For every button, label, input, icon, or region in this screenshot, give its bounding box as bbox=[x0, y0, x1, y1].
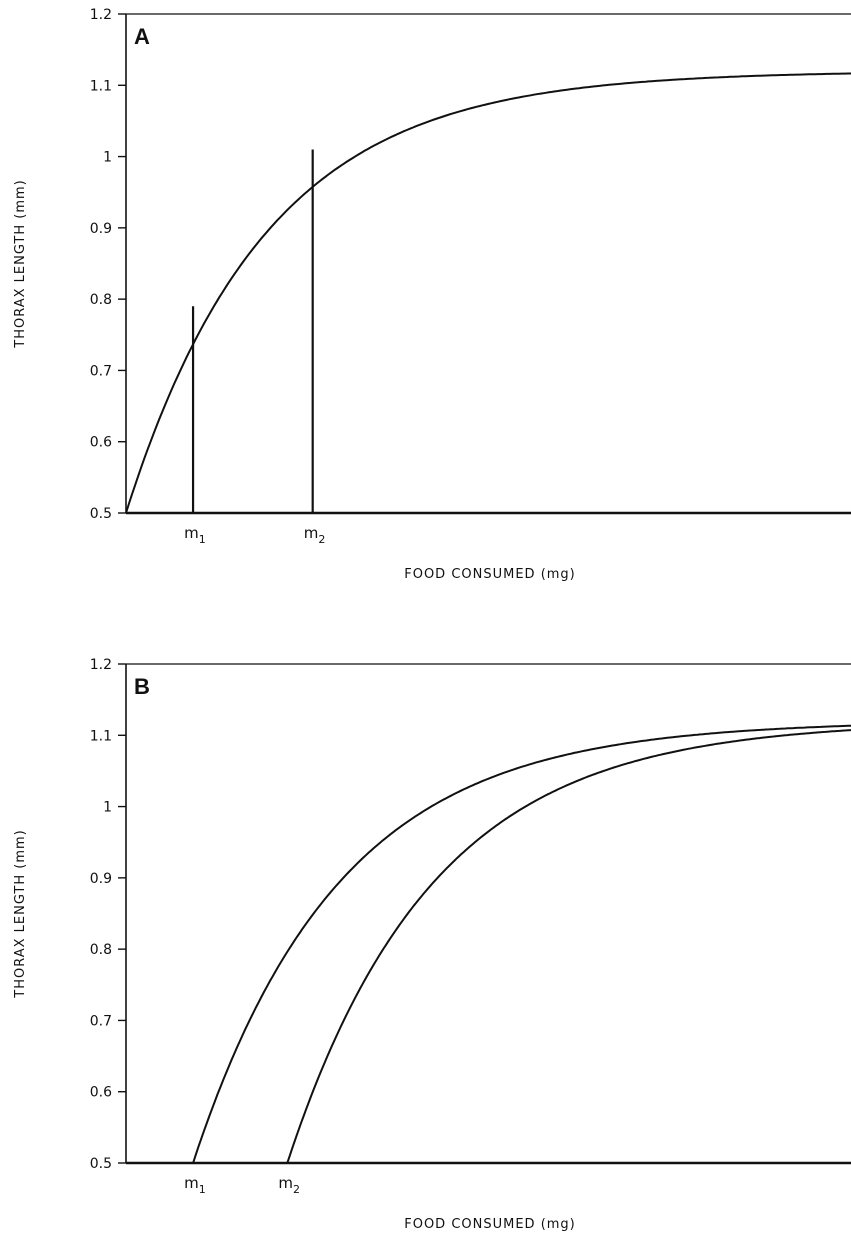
growth-curve-1 bbox=[192, 724, 851, 1164]
y-tick-label: 1.1 bbox=[90, 728, 112, 744]
y-tick-label: 1 bbox=[103, 800, 112, 816]
growth-curve-2 bbox=[286, 729, 851, 1164]
y-tick-label: 0.8 bbox=[90, 292, 112, 308]
panel-label: A bbox=[134, 24, 150, 49]
chart-panel-a: 0.5 0.6 0.7 0.8 0.9 1 1.1 1.2 A THORAX LENGTH (mm… bbox=[13, 7, 851, 582]
chart-panel-b: 0.5 0.6 0.7 0.8 0.9 1 1.1 1.2 B THORAX LENGTH (mm… bbox=[13, 657, 851, 1232]
marker-label-m1: m1 bbox=[184, 524, 206, 546]
y-tick-label: 0.5 bbox=[90, 506, 112, 522]
x-axis-label: FOOD CONSUMED (mg) bbox=[404, 1217, 576, 1232]
x-axis-label: FOOD CONSUMED (mg) bbox=[404, 567, 576, 582]
marker-label-m1: m1 bbox=[184, 1174, 206, 1196]
panel-label: B bbox=[134, 674, 150, 699]
y-tick-label: 1 bbox=[103, 150, 112, 166]
y-tick-label: 0.9 bbox=[90, 871, 112, 887]
y-tick-label: 1.2 bbox=[90, 7, 112, 23]
y-tick-label: 0.6 bbox=[90, 435, 112, 451]
y-tick-label: 0.9 bbox=[90, 221, 112, 237]
growth-curve-1 bbox=[125, 72, 851, 514]
y-tick-label: 1.2 bbox=[90, 657, 112, 673]
marker-label-m2: m2 bbox=[278, 1174, 300, 1196]
marker-label-m2: m2 bbox=[304, 524, 326, 546]
y-axis-label: THORAX LENGTH (mm) bbox=[13, 179, 28, 349]
y-tick-label: 0.7 bbox=[90, 1013, 112, 1029]
y-tick-label: 0.6 bbox=[90, 1085, 112, 1101]
y-axis-label: THORAX LENGTH (mm) bbox=[13, 829, 28, 999]
y-tick-label: 0.8 bbox=[90, 942, 112, 958]
y-tick-label: 0.5 bbox=[90, 1156, 112, 1172]
y-tick-label: 0.7 bbox=[90, 363, 112, 379]
y-tick-label: 1.1 bbox=[90, 78, 112, 94]
